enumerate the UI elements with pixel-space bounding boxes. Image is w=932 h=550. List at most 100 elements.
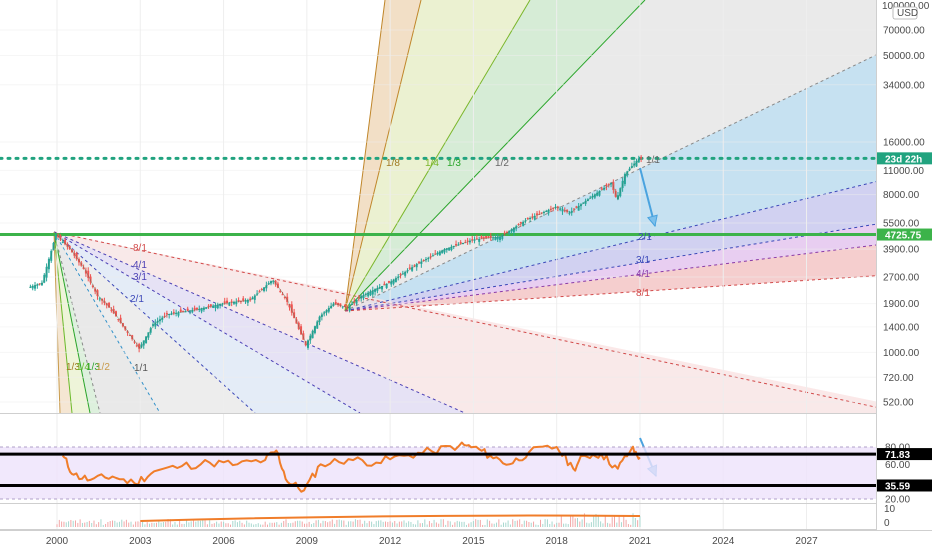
- candle-body: [256, 293, 259, 295]
- candle-body: [334, 301, 337, 305]
- fan-label-top-0: 1/8: [386, 158, 400, 169]
- candle-body: [145, 336, 148, 344]
- candle-body: [172, 312, 175, 314]
- x-tick-2006: 2006: [212, 536, 235, 547]
- fan-label-left-3: 2/1: [130, 294, 144, 305]
- fan-label-left-2: 3/1: [133, 272, 147, 283]
- candle-body: [214, 305, 217, 309]
- candle-body: [337, 302, 340, 306]
- candle-body: [246, 300, 249, 303]
- candle-body: [235, 301, 238, 305]
- candle-body: [177, 312, 180, 316]
- candle-body: [154, 322, 157, 327]
- candle-body: [226, 300, 229, 304]
- candle-body: [596, 192, 599, 196]
- candle-body: [408, 267, 411, 269]
- candle-body: [584, 200, 587, 204]
- x-tick-2012: 2012: [379, 536, 402, 547]
- candle-body: [242, 298, 245, 301]
- candle-body: [404, 271, 407, 276]
- candle-body: [344, 305, 347, 308]
- candle-body: [468, 240, 471, 243]
- candle-body: [300, 326, 303, 335]
- x-tick-2024: 2024: [712, 536, 735, 547]
- y-tick-1: 50000.00: [883, 51, 925, 62]
- candle-body: [355, 299, 358, 304]
- candle-body: [119, 317, 122, 324]
- rsi-tick-0: 80.00: [885, 443, 910, 454]
- candle-body: [434, 253, 437, 255]
- candle-body: [279, 290, 282, 292]
- candle-body: [54, 234, 57, 241]
- horizontal-levels: [0, 156, 876, 237]
- candle-body: [385, 283, 388, 288]
- candle-body: [455, 244, 458, 246]
- candle-body: [84, 270, 87, 274]
- fan2-line-3: [344, 0, 646, 312]
- x-tick-2027: 2027: [795, 536, 818, 547]
- rsi-upper-tag: [877, 448, 932, 461]
- candle-body: [519, 222, 522, 224]
- price-candles: [29, 155, 643, 353]
- candle-body: [635, 160, 638, 167]
- candle-body: [357, 297, 360, 299]
- candle-body: [501, 235, 504, 239]
- fan-label-left-8: 1/2: [96, 362, 110, 373]
- candle-body: [480, 236, 483, 239]
- candle-body: [313, 326, 316, 334]
- candle-body: [600, 188, 603, 190]
- candle-body: [216, 304, 219, 309]
- countdown-tag: [877, 152, 932, 165]
- candle-body: [40, 282, 43, 286]
- candle-body: [515, 226, 518, 229]
- candle-body: [547, 209, 550, 214]
- candle-body: [450, 246, 453, 251]
- candle-body: [114, 311, 117, 317]
- fan1-line-0: [53, 231, 876, 408]
- candle-body: [369, 291, 372, 296]
- candle-body: [517, 224, 520, 226]
- candle-body: [68, 245, 71, 250]
- candle-body: [258, 291, 261, 293]
- fan1-line-1: [53, 231, 466, 413]
- candle-body: [175, 312, 178, 314]
- volume-tick-1: 0: [884, 518, 890, 529]
- candle-body: [492, 237, 495, 239]
- rsi-lower-tag-label: 35.59: [885, 481, 910, 492]
- y-tick-13: 520.00: [883, 398, 914, 409]
- candle-body: [128, 335, 131, 337]
- candle-body: [133, 341, 136, 343]
- rsi-upper-tag-label: 71.83: [885, 450, 910, 461]
- candle-body: [413, 265, 416, 267]
- fan2-line-1: [344, 0, 422, 312]
- fan2-line-2: [344, 0, 531, 312]
- candle-body: [135, 345, 138, 347]
- candle-body: [616, 195, 619, 200]
- candle-body: [323, 312, 326, 314]
- fan2-line-4: [344, 54, 876, 312]
- fan-label-left-6: 1/4: [76, 362, 90, 373]
- candle-body: [87, 270, 90, 279]
- candle-body: [577, 205, 580, 211]
- fan-labels: 2/13/14/18/11/18/14/13/12/11/11/31/41/31…: [66, 155, 660, 374]
- candle-body: [91, 285, 94, 288]
- resistance-tag-label: 4725.75: [885, 231, 922, 242]
- candle-body: [212, 305, 215, 308]
- fan-label-left-0: 8/1: [133, 243, 147, 254]
- candle-body: [478, 239, 481, 242]
- fan-label-right-1: 3/1: [636, 255, 650, 266]
- candle-body: [290, 304, 293, 313]
- candle-body: [272, 281, 275, 283]
- y-tick-2: 34000.00: [883, 80, 925, 91]
- fan1-line-2: [53, 231, 361, 413]
- fan-label-left-7: 1/3: [86, 362, 100, 373]
- candle-body: [381, 286, 384, 290]
- y-tick-8: 2700.00: [883, 273, 920, 284]
- candle-body: [117, 319, 120, 321]
- candle-body: [230, 301, 233, 303]
- y-tick-10: 1400.00: [883, 322, 920, 333]
- y-tick-12: 720.00: [883, 373, 914, 384]
- candle-body: [31, 285, 34, 289]
- fan-label-right-4: 1/1: [646, 155, 660, 166]
